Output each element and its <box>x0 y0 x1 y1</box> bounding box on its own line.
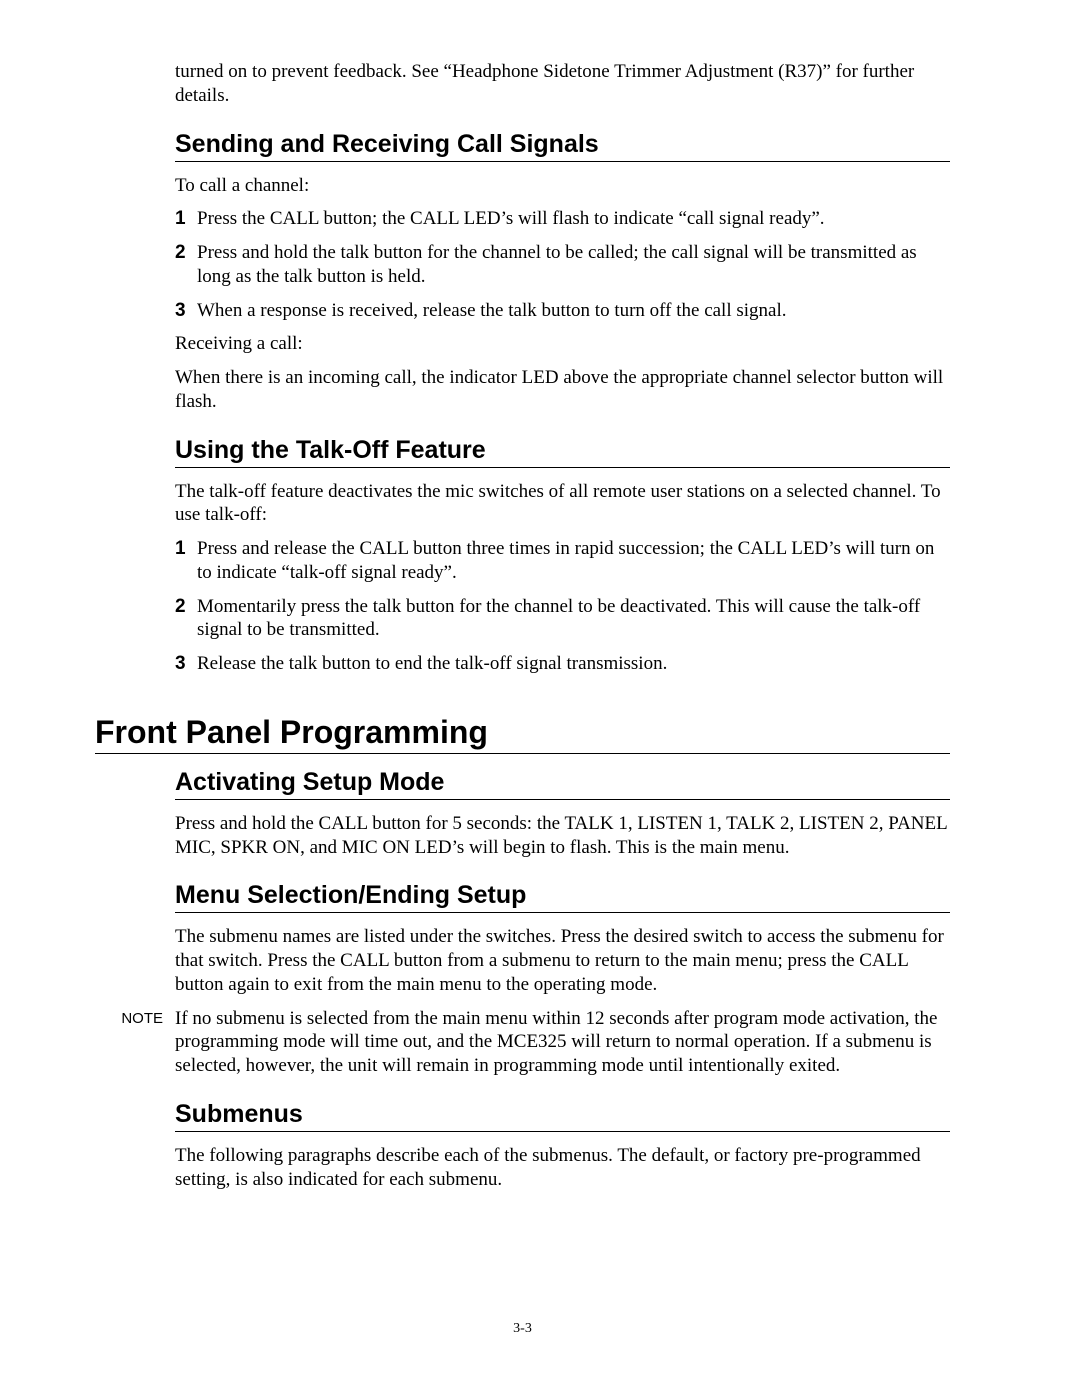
s1-mid: Receiving a call: <box>175 332 950 356</box>
intro-paragraph: turned on to prevent feedback. See “Head… <box>175 60 950 108</box>
s1-list: 1Press the CALL button; the CALL LED’s w… <box>175 207 950 322</box>
list-item: 1Press and release the CALL button three… <box>175 537 950 585</box>
s4-body: The submenu names are listed under the s… <box>175 925 950 996</box>
heading-front-panel: Front Panel Programming <box>95 714 950 754</box>
heading-activating-setup: Activating Setup Mode <box>175 768 950 800</box>
s2-list: 1Press and release the CALL button three… <box>175 537 950 676</box>
list-item: 1Press the CALL button; the CALL LED’s w… <box>175 207 950 231</box>
list-item: 2Momentarily press the talk button for t… <box>175 595 950 643</box>
list-item: 3When a response is received, release th… <box>175 299 950 323</box>
s2-lead: The talk-off feature deactivates the mic… <box>175 480 950 528</box>
heading-talk-off: Using the Talk-Off Feature <box>175 436 950 468</box>
list-item: 2Press and hold the talk button for the … <box>175 241 950 289</box>
document-page: turned on to prevent feedback. See “Head… <box>0 0 1080 1397</box>
s1-tail: When there is an incoming call, the indi… <box>175 366 950 414</box>
note-row: NOTE If no submenu is selected from the … <box>95 1007 950 1078</box>
s1-lead: To call a channel: <box>175 174 950 198</box>
page-number: 3-3 <box>95 1321 950 1337</box>
note-body: If no submenu is selected from the main … <box>175 1007 950 1078</box>
list-item: 3Release the talk button to end the talk… <box>175 652 950 676</box>
heading-menu-selection: Menu Selection/Ending Setup <box>175 881 950 913</box>
s5-body: The following paragraphs describe each o… <box>175 1144 950 1192</box>
heading-sending-receiving: Sending and Receiving Call Signals <box>175 130 950 162</box>
s3-body: Press and hold the CALL button for 5 sec… <box>175 812 950 860</box>
note-label: NOTE <box>95 1007 175 1078</box>
heading-submenus: Submenus <box>175 1100 950 1132</box>
